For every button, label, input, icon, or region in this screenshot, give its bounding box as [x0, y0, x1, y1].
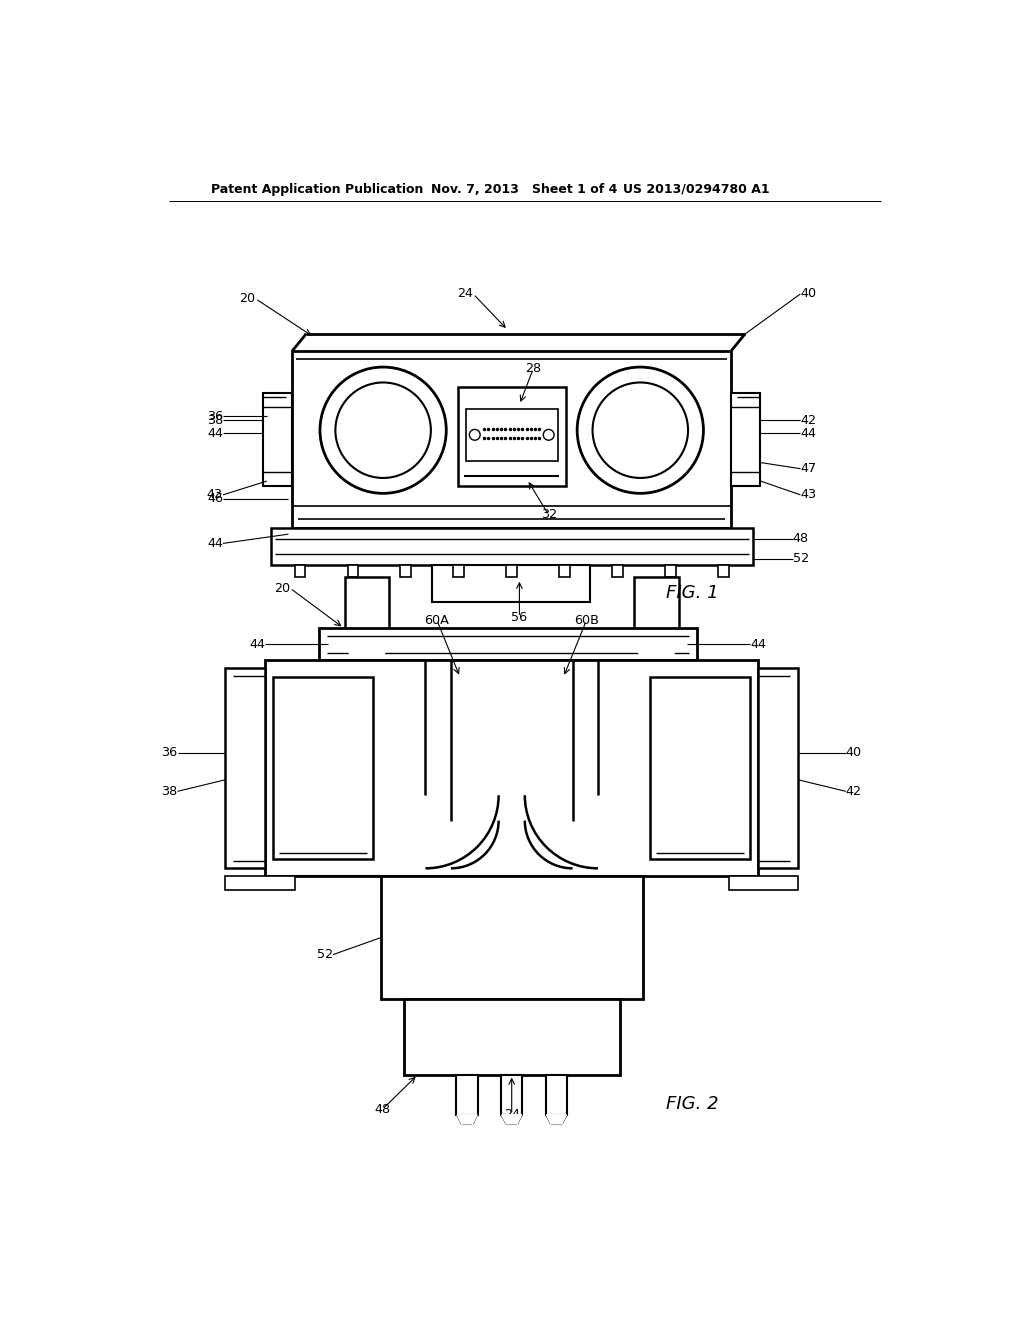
Text: US 2013/0294780 A1: US 2013/0294780 A1 [624, 182, 770, 195]
Bar [400, 565, 412, 577]
Text: 44: 44 [207, 537, 223, 550]
Text: 20: 20 [273, 582, 290, 594]
Text: 52: 52 [793, 552, 809, 565]
Bar [347, 565, 358, 577]
Polygon shape [502, 1114, 521, 1125]
Bar [319, 628, 696, 660]
Text: FIG. 2: FIG. 2 [667, 1096, 719, 1113]
Text: 60B: 60B [574, 614, 599, 627]
Bar [225, 876, 295, 890]
Text: 36: 36 [162, 746, 177, 759]
Circle shape [544, 429, 554, 441]
Bar [758, 668, 798, 869]
Text: 42: 42 [846, 785, 862, 797]
Text: 32: 32 [541, 508, 557, 521]
Text: FIG. 1: FIG. 1 [667, 585, 719, 602]
Bar [458, 387, 565, 486]
Text: 38: 38 [162, 785, 177, 797]
Text: 46: 46 [207, 492, 223, 506]
Text: 44: 44 [801, 426, 816, 440]
Bar [731, 393, 761, 486]
Bar [457, 1074, 478, 1114]
Bar [345, 577, 389, 645]
Text: 40: 40 [801, 288, 816, 301]
Text: Nov. 7, 2013   Sheet 1 of 4: Nov. 7, 2013 Sheet 1 of 4 [431, 182, 617, 195]
Text: 52: 52 [317, 948, 333, 961]
Text: 20: 20 [240, 292, 255, 305]
Polygon shape [457, 1114, 477, 1125]
Bar [501, 1074, 522, 1114]
Text: 36: 36 [207, 409, 223, 422]
Bar [454, 565, 464, 577]
Bar [650, 677, 751, 859]
Bar [559, 565, 570, 577]
Bar [729, 876, 798, 890]
Text: 44: 44 [751, 638, 766, 651]
Circle shape [593, 383, 688, 478]
Bar [265, 660, 758, 876]
Bar [506, 565, 517, 577]
Text: 28: 28 [525, 362, 542, 375]
Bar [225, 668, 265, 869]
Text: 24: 24 [504, 1109, 520, 1121]
Text: 42: 42 [801, 413, 816, 426]
Text: 38: 38 [207, 413, 223, 426]
Bar [718, 565, 729, 577]
Circle shape [469, 429, 480, 441]
Bar [292, 351, 731, 528]
Text: Patent Application Publication: Patent Application Publication [211, 182, 424, 195]
Circle shape [578, 367, 703, 494]
Text: 47: 47 [801, 462, 816, 475]
Circle shape [336, 383, 431, 478]
Text: 48: 48 [793, 532, 809, 545]
Bar [403, 999, 620, 1074]
Bar [381, 876, 643, 999]
Circle shape [319, 367, 446, 494]
Bar [546, 1074, 567, 1114]
Bar [432, 565, 590, 602]
Bar [634, 577, 679, 645]
Bar [295, 565, 305, 577]
Bar [263, 393, 292, 486]
Polygon shape [345, 645, 389, 656]
Bar [270, 528, 753, 565]
Text: 43: 43 [207, 488, 223, 502]
Bar [612, 565, 623, 577]
Bar [466, 409, 558, 461]
Text: 56: 56 [511, 611, 527, 624]
Polygon shape [547, 1114, 566, 1125]
Text: 40: 40 [846, 746, 862, 759]
Text: 44: 44 [207, 426, 223, 440]
Text: 48: 48 [375, 1102, 390, 1115]
Text: 43: 43 [801, 488, 816, 502]
Text: 24: 24 [457, 288, 473, 301]
Bar [666, 565, 676, 577]
Bar [273, 677, 373, 859]
Text: 44: 44 [249, 638, 265, 651]
Text: 60A: 60A [425, 614, 450, 627]
Polygon shape [634, 645, 679, 656]
